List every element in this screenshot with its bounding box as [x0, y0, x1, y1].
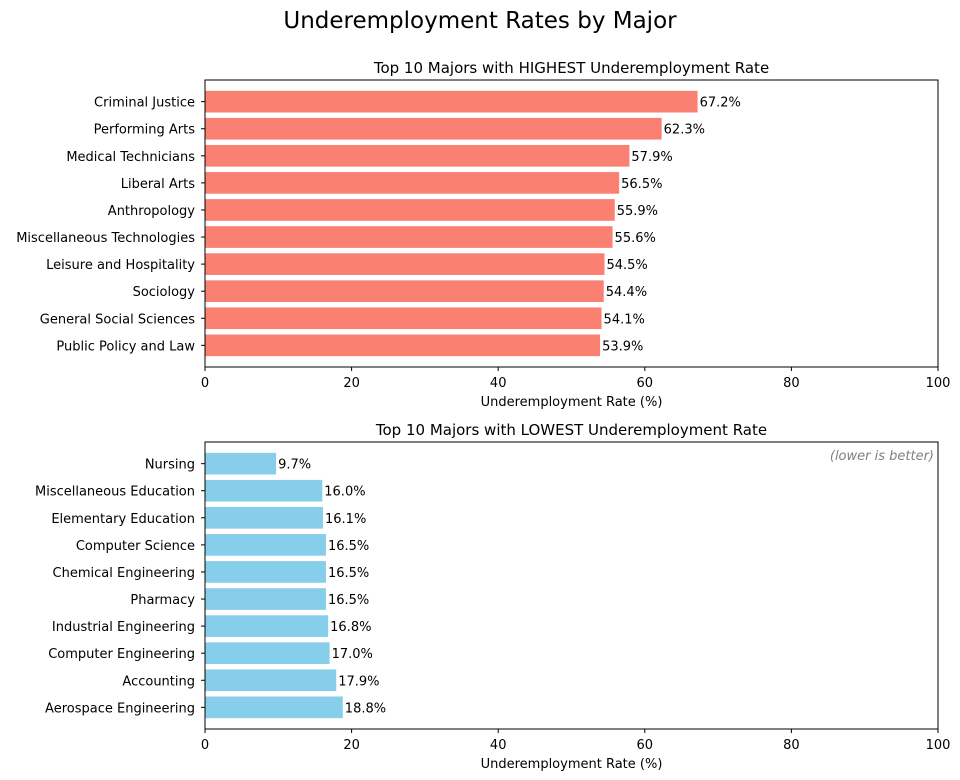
value-label: 16.5%	[328, 593, 369, 608]
y-tick-label: Accounting	[122, 674, 195, 689]
bar-anthropology	[205, 199, 615, 221]
bar-criminal-justice	[205, 90, 698, 113]
y-tick-label: Chemical Engineering	[53, 566, 195, 581]
x-axis-label: Underemployment Rate (%)	[481, 395, 663, 410]
value-label: 16.8%	[330, 620, 371, 635]
y-tick-label: Miscellaneous Technologies	[16, 231, 195, 246]
bar-elementary-education	[205, 506, 324, 529]
y-tick-label: Industrial Engineering	[52, 620, 195, 635]
bar-industrial-engineering	[205, 615, 329, 637]
bar-miscellaneous-education	[205, 479, 323, 502]
bar-leisure-and-hospitality	[205, 253, 605, 275]
bar-pharmacy	[205, 588, 326, 610]
y-tick-label: Aerospace Engineering	[45, 701, 195, 716]
value-label: 57.9%	[631, 150, 672, 165]
y-tick-label: Sociology	[133, 285, 196, 300]
y-tick-label: Performing Arts	[94, 123, 196, 138]
value-label: 67.2%	[700, 96, 741, 111]
x-tick-label: 20	[343, 738, 360, 753]
value-label: 16.5%	[328, 566, 369, 581]
bar-miscellaneous-technologies	[205, 226, 613, 248]
axes-frame	[204, 79, 939, 368]
figure-title: Underemployment Rates by Major	[283, 8, 677, 34]
value-label: 62.3%	[664, 123, 705, 138]
value-label: 54.1%	[604, 312, 645, 327]
y-tick-label: Medical Technicians	[66, 150, 195, 165]
value-label: 53.9%	[602, 339, 643, 354]
bar-accounting	[205, 669, 337, 692]
bar-public-policy-and-law	[205, 334, 601, 357]
x-tick-label: 60	[637, 376, 654, 391]
x-tick-label: 40	[490, 738, 507, 753]
x-tick-label: 100	[926, 376, 951, 391]
bar-chemical-engineering	[205, 561, 326, 583]
value-label: 17.9%	[338, 674, 379, 689]
y-tick-label: Elementary Education	[51, 512, 195, 527]
bar-nursing	[205, 452, 277, 475]
x-tick-label: 20	[343, 376, 360, 391]
value-label: 54.4%	[606, 285, 647, 300]
annotation: (lower is better)	[830, 449, 934, 464]
y-tick-label: Nursing	[145, 458, 195, 473]
x-tick-label: 0	[201, 738, 209, 753]
bar-aerospace-engineering	[205, 696, 343, 719]
x-tick-label: 80	[783, 376, 800, 391]
x-tick-label: 80	[783, 738, 800, 753]
value-label: 54.5%	[606, 258, 647, 273]
bar-performing-arts	[205, 117, 662, 140]
y-tick-label: Leisure and Hospitality	[46, 258, 195, 273]
x-axis-label: Underemployment Rate (%)	[481, 757, 663, 772]
value-label: 16.0%	[324, 485, 365, 500]
y-tick-label: Anthropology	[108, 204, 196, 219]
y-tick-label: Computer Engineering	[48, 647, 195, 662]
value-label: 9.7%	[278, 458, 311, 473]
bar-liberal-arts	[205, 172, 620, 194]
y-tick-label: Pharmacy	[130, 593, 195, 608]
value-label: 16.5%	[328, 539, 369, 554]
panel-title: Top 10 Majors with LOWEST Underemploymen…	[375, 421, 767, 439]
value-label: 17.0%	[332, 647, 373, 662]
value-label: 55.9%	[617, 204, 658, 219]
value-label: 18.8%	[345, 701, 386, 716]
y-tick-label: Criminal Justice	[94, 96, 195, 111]
x-tick-label: 100	[926, 738, 951, 753]
y-tick-label: Public Policy and Law	[56, 339, 195, 354]
value-label: 16.1%	[325, 512, 366, 527]
y-tick-label: Miscellaneous Education	[35, 485, 195, 500]
bar-medical-technicians	[205, 144, 630, 167]
y-tick-label: Liberal Arts	[121, 177, 195, 192]
bar-sociology	[205, 280, 604, 303]
y-tick-label: Computer Science	[76, 539, 195, 554]
panel-title: Top 10 Majors with HIGHEST Underemployme…	[373, 59, 769, 77]
y-tick-label: General Social Sciences	[40, 312, 195, 327]
bar-general-social-sciences	[205, 307, 602, 330]
x-tick-label: 0	[201, 376, 209, 391]
value-label: 55.6%	[615, 231, 656, 246]
value-label: 56.5%	[621, 177, 662, 192]
bar-computer-engineering	[205, 642, 330, 665]
x-tick-label: 40	[490, 376, 507, 391]
x-tick-label: 60	[637, 738, 654, 753]
bar-computer-science	[205, 534, 326, 556]
axes-frame	[204, 441, 939, 730]
